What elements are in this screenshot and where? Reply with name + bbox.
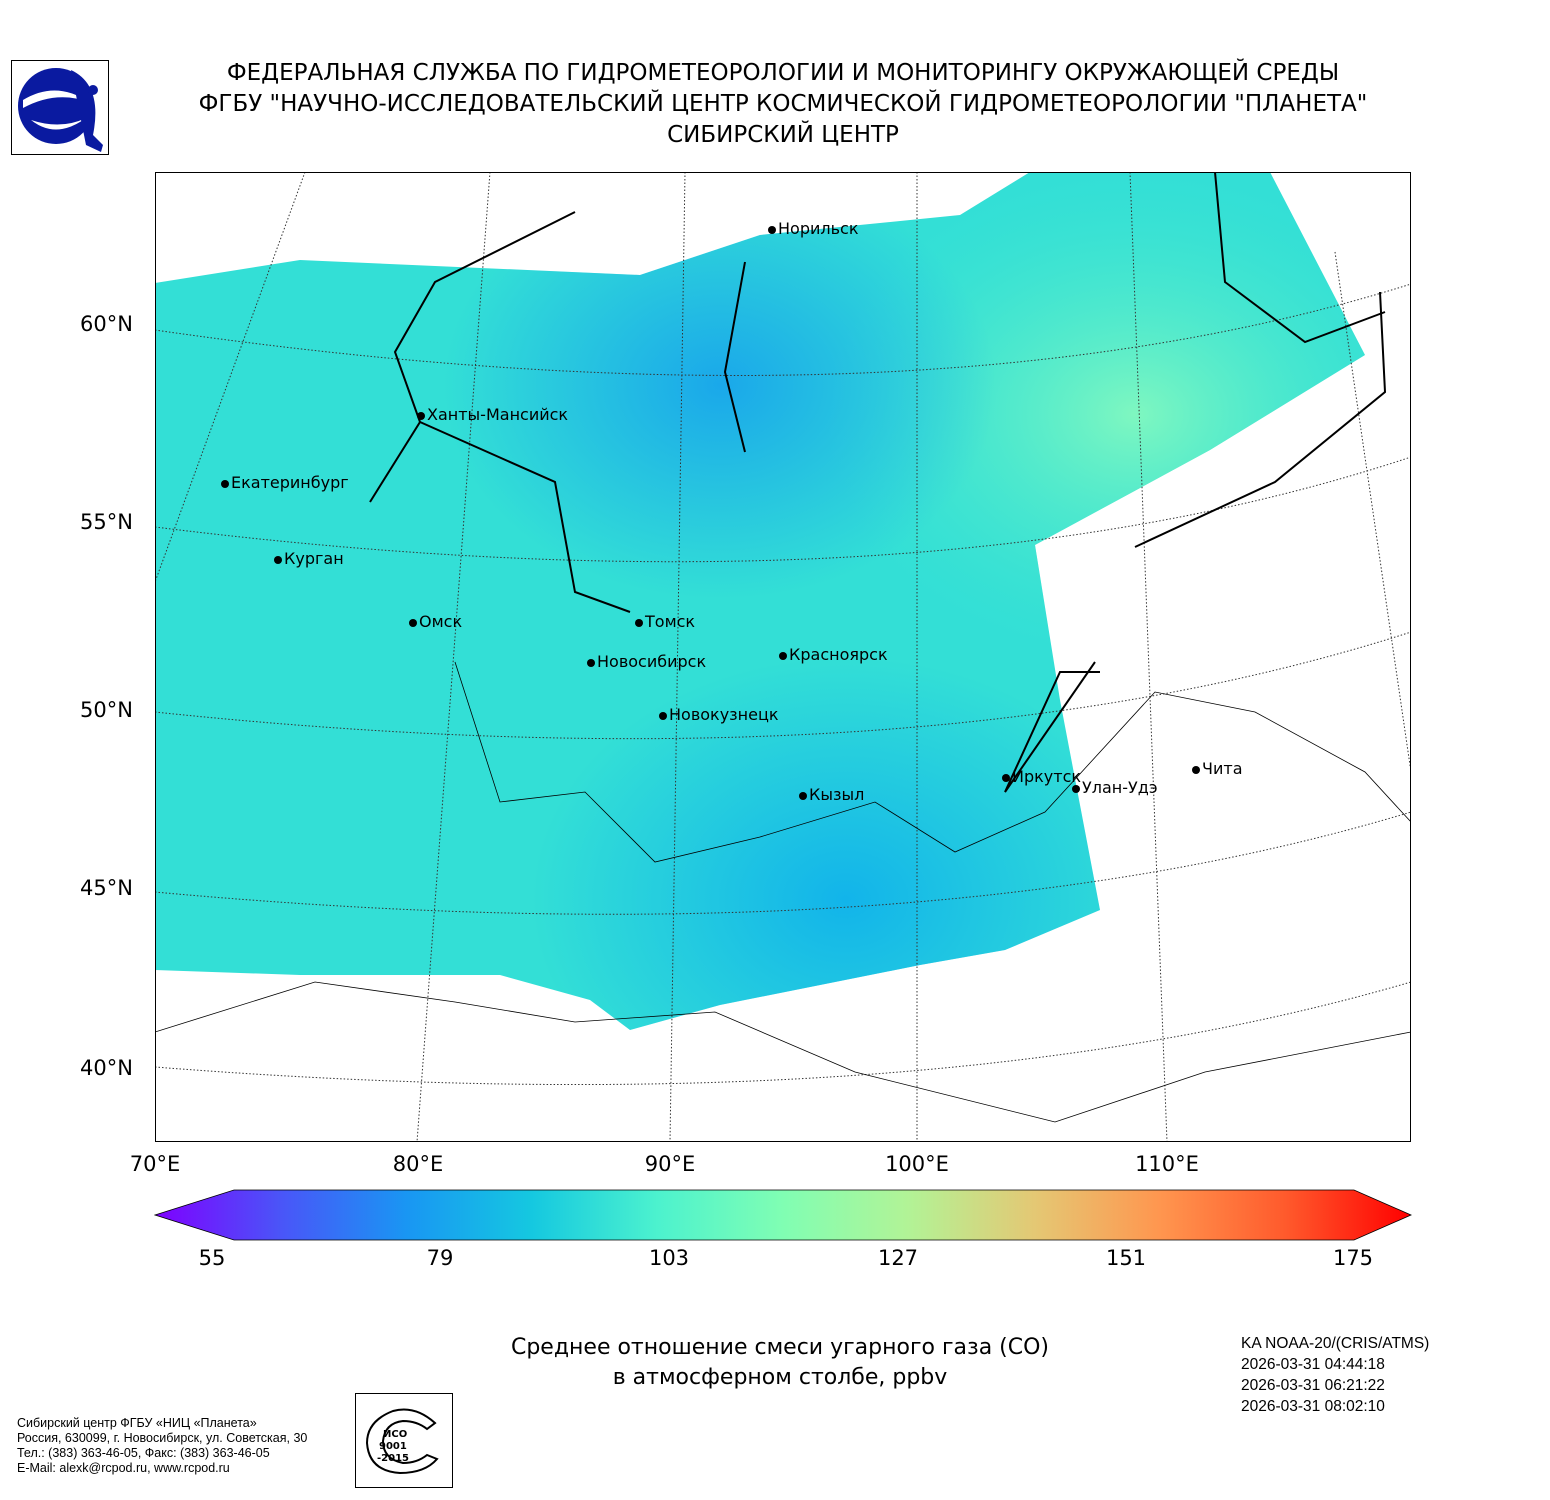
lat-label: 55°N bbox=[80, 510, 133, 534]
city-tomsk: Томск bbox=[635, 612, 695, 631]
colorbar-tick: 175 bbox=[1332, 1246, 1374, 1270]
lon-label: 80°E bbox=[392, 1152, 444, 1176]
city-norilsk: Норильск bbox=[768, 219, 859, 238]
lat-label: 45°N bbox=[80, 876, 133, 900]
lat-label: 50°N bbox=[80, 698, 133, 722]
map-frame bbox=[155, 172, 1411, 1142]
city-krasnoyarsk: Красноярск bbox=[779, 645, 888, 664]
city-yekaterinburg: Екатеринбург bbox=[221, 473, 349, 492]
lon-label: 70°E bbox=[129, 1152, 181, 1176]
city-kurgan: Курган bbox=[274, 549, 344, 568]
graticule bbox=[155, 172, 1411, 1142]
city-khanty-mansiysk: Ханты-Мансийск bbox=[417, 405, 568, 424]
footer-contacts: Сибирский центр ФГБУ «НИЦ «Планета» Росси… bbox=[17, 1416, 308, 1475]
rivers-coastlines bbox=[369, 172, 1387, 793]
lat-label: 60°N bbox=[80, 312, 133, 336]
planeta-logo bbox=[11, 60, 109, 155]
lon-label: 90°E bbox=[644, 1152, 696, 1176]
borders bbox=[155, 661, 1411, 1123]
colorbar-tick: 151 bbox=[1105, 1246, 1147, 1270]
colorbar-tick: 103 bbox=[648, 1246, 690, 1270]
header-line2: ФГБУ "НАУЧНО-ИССЛЕДОВАТЕЛЬСКИЙ ЦЕНТР КОС… bbox=[198, 91, 1368, 117]
lon-label: 110°E bbox=[1135, 1152, 1199, 1176]
city-ulan-ude: Улан-Удэ bbox=[1072, 778, 1158, 797]
svg-text:-2015: -2015 bbox=[377, 1453, 409, 1464]
colorbar bbox=[154, 1189, 1412, 1241]
colorbar-tick: 127 bbox=[877, 1246, 919, 1270]
city-novokuznetsk: Новокузнецк bbox=[659, 705, 779, 724]
city-novosibirsk: Новосибирск bbox=[587, 652, 706, 671]
header-line3: СИБИРСКИЙ ЦЕНТР bbox=[667, 122, 899, 148]
map-title: Среднее отношение смеси угарного газа (C… bbox=[510, 1335, 1050, 1390]
city-chita: Чита bbox=[1192, 759, 1243, 778]
header-line1: ФЕДЕРАЛЬНАЯ СЛУЖБА ПО ГИДРОМЕТЕОРОЛОГИИ … bbox=[226, 60, 1340, 86]
svg-text:ИСО: ИСО bbox=[383, 1429, 407, 1440]
city-kyzyl: Кызыл bbox=[799, 785, 864, 804]
city-irkutsk: Иркутск bbox=[1002, 767, 1081, 786]
colorbar-tick: 79 bbox=[426, 1246, 454, 1270]
lat-label: 40°N bbox=[80, 1056, 133, 1080]
svg-text:9001: 9001 bbox=[379, 1441, 407, 1452]
colorbar-tick: 55 bbox=[198, 1246, 226, 1270]
lon-label: 100°E bbox=[885, 1152, 949, 1176]
satellite-info: KA NOAA-20/(CRIS/ATMS) 2026-03-31 04:44:1… bbox=[1241, 1335, 1430, 1415]
city-omsk: Омск bbox=[409, 612, 462, 631]
iso-logo: ИСО 9001 -2015 bbox=[355, 1393, 453, 1488]
